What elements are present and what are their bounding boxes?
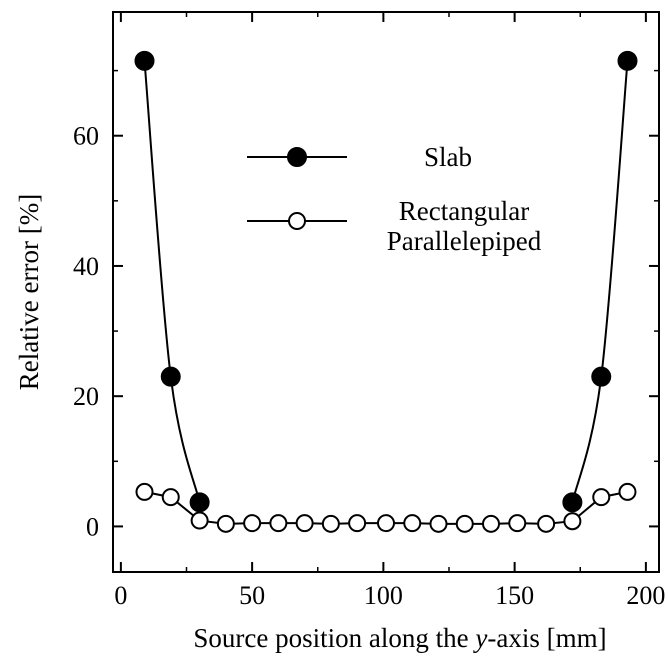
point-slab bbox=[617, 50, 638, 71]
series-lines bbox=[143, 60, 629, 525]
axis-tick-labels: 0 50 100 150 200 0 20 40 60 bbox=[73, 122, 665, 610]
series-line-slab-right bbox=[571, 60, 629, 503]
y-tick-label: 40 bbox=[73, 252, 99, 281]
x-tick-label: 100 bbox=[364, 581, 403, 610]
legend-marker-rect bbox=[288, 212, 306, 230]
x-tick-label: 150 bbox=[495, 581, 534, 610]
point-rectangular-parallelepiped bbox=[190, 511, 209, 530]
x-axis-title-var: y bbox=[472, 623, 487, 653]
point-slab bbox=[160, 366, 181, 387]
point-rectangular-parallelepiped bbox=[537, 514, 556, 533]
point-rectangular-parallelepiped bbox=[269, 514, 288, 533]
x-tick-label: 50 bbox=[239, 581, 265, 610]
legend-label-slab: Slab bbox=[424, 142, 472, 172]
point-rectangular-parallelepiped bbox=[243, 514, 262, 533]
y-tick-label: 20 bbox=[73, 382, 99, 411]
plot-frame bbox=[112, 11, 660, 573]
point-rectangular-parallelepiped bbox=[455, 514, 474, 533]
point-rectangular-parallelepiped bbox=[216, 514, 235, 533]
point-rectangular-parallelepiped bbox=[563, 512, 582, 531]
point-rectangular-parallelepiped bbox=[377, 514, 395, 533]
series-line-slab-left bbox=[143, 60, 201, 503]
point-rectangular-parallelepiped bbox=[161, 488, 180, 507]
point-rectangular-parallelepiped bbox=[508, 514, 527, 533]
y-axis-title: Relative error [%] bbox=[14, 194, 44, 390]
x-axis-title-prefix: Source position along the bbox=[193, 623, 475, 653]
point-slab bbox=[562, 492, 583, 513]
point-rectangular-parallelepiped bbox=[403, 514, 422, 533]
x-tick-label: 0 bbox=[114, 581, 127, 610]
point-slab bbox=[591, 366, 612, 387]
point-slab bbox=[134, 50, 155, 71]
legend: Slab Rectangular Parallelepiped bbox=[247, 142, 542, 256]
point-rectangular-parallelepiped bbox=[135, 482, 154, 501]
point-rectangular-parallelepiped bbox=[348, 514, 367, 533]
x-tick-label: 200 bbox=[626, 581, 665, 610]
point-slab bbox=[189, 492, 210, 513]
legend-label-rect-line1: Rectangular bbox=[399, 196, 529, 226]
legend-marker-slab bbox=[287, 147, 307, 167]
point-rectangular-parallelepiped bbox=[618, 482, 637, 501]
point-rectangular-parallelepiped bbox=[429, 514, 448, 533]
axis-ticks bbox=[113, 12, 659, 572]
y-tick-label: 0 bbox=[86, 512, 99, 541]
series-markers bbox=[134, 50, 638, 533]
legend-label-rect-line2: Parallelepiped bbox=[387, 226, 542, 256]
point-rectangular-parallelepiped bbox=[592, 488, 611, 507]
point-rectangular-parallelepiped bbox=[295, 514, 314, 533]
x-axis-title-suffix: -axis [mm] bbox=[487, 623, 606, 653]
x-axis-title: Source position along the y-axis [mm] bbox=[193, 623, 606, 653]
point-rectangular-parallelepiped bbox=[321, 514, 340, 533]
y-tick-label: 60 bbox=[73, 122, 99, 151]
point-rectangular-parallelepiped bbox=[482, 514, 500, 533]
